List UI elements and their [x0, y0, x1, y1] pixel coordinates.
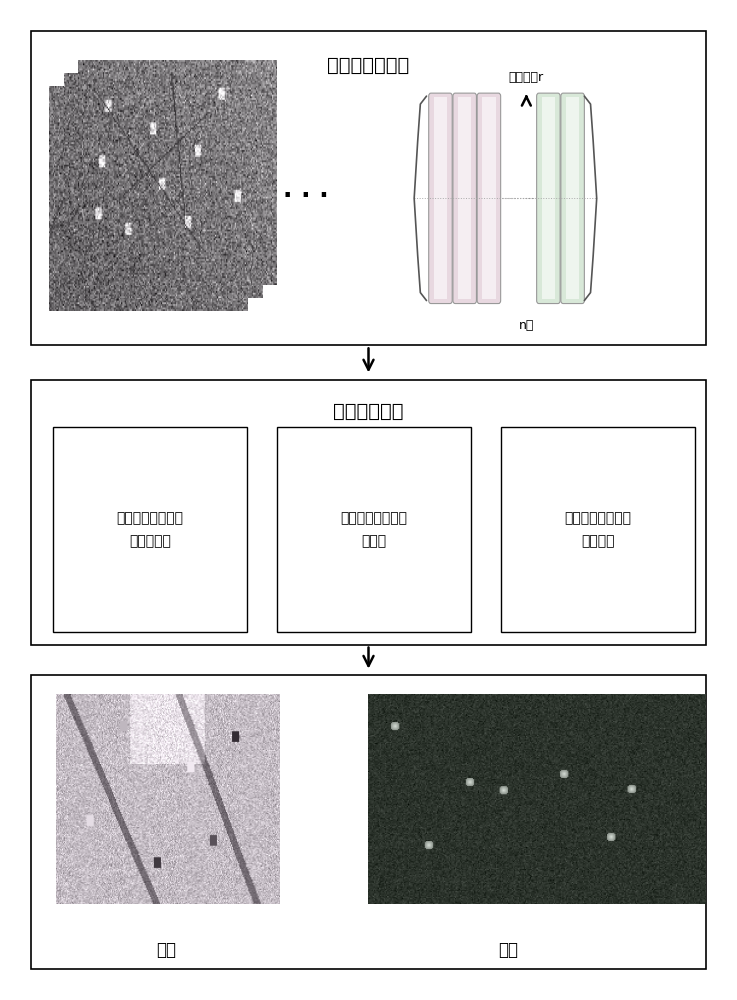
Text: 目标: 目标 [498, 941, 518, 959]
Text: · · ·: · · · [283, 184, 329, 208]
Text: 背景: 背景 [156, 941, 177, 959]
Bar [458, 97, 471, 299]
Text: 数据矩阵r: 数据矩阵r [509, 71, 544, 84]
Bar [31, 675, 706, 969]
Bar [31, 31, 706, 345]
Text: 视频图像预处理: 视频图像预处理 [327, 56, 410, 75]
FancyBboxPatch shape [537, 93, 560, 304]
Bar [53, 427, 248, 632]
FancyBboxPatch shape [561, 93, 584, 304]
Bar [31, 380, 706, 645]
Bar [482, 97, 495, 299]
FancyBboxPatch shape [429, 93, 453, 304]
Bar [542, 97, 555, 299]
Text: 基于智能天线理论
的背景模型: 基于智能天线理论 的背景模型 [116, 511, 184, 548]
Text: 智能天线系统: 智能天线系统 [333, 402, 404, 421]
Bar [276, 427, 471, 632]
Bar [434, 97, 447, 299]
Text: n帧: n帧 [519, 319, 534, 332]
Bar [566, 97, 579, 299]
Text: 基于稀疏表达的目
标模型: 基于稀疏表达的目 标模型 [340, 511, 408, 548]
Text: 基于干扰抑制的抗
噪声模型: 基于干扰抑制的抗 噪声模型 [565, 511, 632, 548]
FancyBboxPatch shape [477, 93, 500, 304]
FancyBboxPatch shape [453, 93, 476, 304]
Bar [500, 427, 695, 632]
